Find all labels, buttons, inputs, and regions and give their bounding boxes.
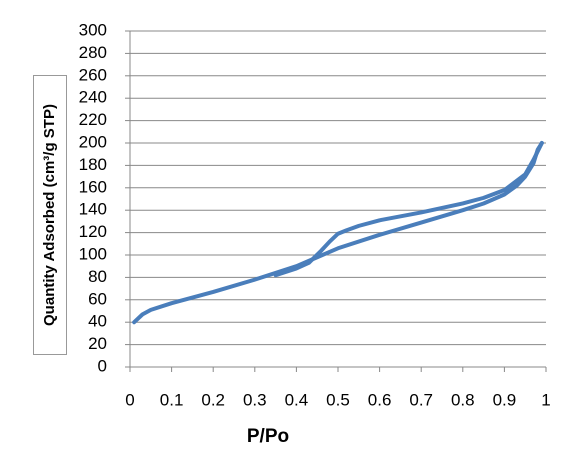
y-tick-label: 60 [88,289,107,308]
data-line [273,141,544,278]
y-tick-label: 40 [88,312,107,331]
y-tick-label: 140 [79,200,107,219]
x-tick-label: 0 [125,390,134,409]
x-tick-label: 0.2 [201,390,225,409]
x-tick-label: 0.9 [493,390,517,409]
y-tick-label: 160 [79,177,107,196]
y-tick-label: 80 [88,267,107,286]
x-tick-label: 1 [541,390,550,409]
y-tick-label: 180 [79,155,107,174]
y-tick-label: 240 [79,88,107,107]
y-axis-label: Quantity Adsorbed (cm³/g STP) [41,104,58,326]
y-tick-label: 100 [79,244,107,263]
y-tick-label: 300 [79,20,107,39]
y-tick-label: 200 [79,132,107,151]
y-label-box [33,75,67,355]
y-tick-label: 20 [88,334,107,353]
x-axis-label: P/Po [246,426,290,447]
x-tick-label: 0.8 [451,390,475,409]
y-tick-label: 120 [79,222,107,241]
y-tick-label: 280 [79,43,107,62]
y-tick-label: 220 [79,110,107,129]
y-tick-label: 260 [79,65,107,84]
x-tick-label: 0.7 [409,390,433,409]
x-tick-label: 0.1 [160,390,184,409]
x-tick-label: 0.5 [326,390,350,409]
x-tick-label: 0.6 [368,390,392,409]
x-tick-label: 0.4 [285,390,309,409]
x-tick-label: 0.3 [243,390,267,409]
y-tick-label: 0 [98,356,107,375]
